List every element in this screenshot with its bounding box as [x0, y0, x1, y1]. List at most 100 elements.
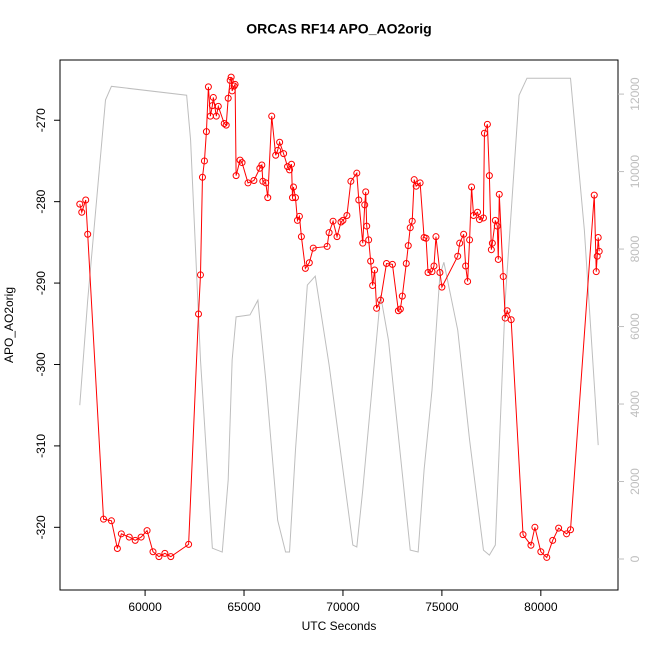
data-point [369, 282, 377, 290]
data-point [212, 112, 220, 120]
data-point [84, 230, 92, 238]
data-point [262, 179, 270, 187]
data-point [410, 176, 418, 184]
data-point [488, 239, 496, 247]
data-point [436, 268, 444, 276]
data-point [499, 273, 507, 281]
data-point [301, 264, 309, 272]
data-point [280, 150, 288, 158]
y-tick-label: -320 [34, 515, 48, 539]
data-point [595, 247, 603, 255]
data-point [563, 530, 571, 538]
data-point [264, 194, 272, 202]
data-point [494, 255, 502, 263]
data-point [460, 230, 468, 238]
data-point [474, 208, 482, 216]
y2-tick-label: 6000 [628, 313, 642, 340]
x-tick-label: 65000 [227, 600, 261, 614]
data-point [224, 94, 232, 102]
y2-tick-label: 8000 [628, 235, 642, 262]
x-axis-label: UTC Seconds [302, 619, 377, 633]
data-point [549, 536, 557, 544]
data-point [232, 172, 240, 180]
plot-frame [59, 59, 619, 591]
data-point [167, 553, 175, 561]
data-point [117, 530, 125, 538]
data-point [107, 517, 115, 525]
data-point [365, 236, 373, 244]
data-point [198, 173, 206, 181]
data-point [402, 260, 410, 268]
data-point [398, 292, 406, 300]
data-point [143, 527, 151, 535]
data-point [291, 194, 299, 202]
series-line [79, 77, 599, 556]
data-point [537, 548, 545, 556]
data-point [363, 222, 371, 230]
data-point [353, 169, 361, 177]
data-point [137, 533, 145, 541]
data-point [226, 76, 234, 84]
data-point [230, 82, 238, 90]
data-point [480, 129, 488, 137]
y-tick-label: -270 [34, 108, 48, 132]
data-point [430, 262, 438, 270]
data-point [268, 112, 276, 120]
y2-tick-label: 4000 [628, 390, 642, 417]
data-point [100, 515, 108, 523]
data-point [408, 217, 416, 225]
data-point [289, 194, 296, 202]
data-point [195, 310, 203, 318]
x-tick-label: 70000 [326, 600, 360, 614]
data-point [404, 242, 412, 250]
data-point [329, 217, 337, 225]
data-point [479, 214, 487, 222]
data-point [125, 533, 133, 541]
data-point [309, 244, 317, 252]
data-point [424, 268, 432, 276]
data-point [339, 216, 347, 224]
y2-tick-label: 2000 [628, 468, 642, 495]
data-point [371, 266, 379, 274]
y2-tick-label: 12000 [628, 77, 642, 111]
data-point [388, 260, 396, 268]
data-point [456, 239, 464, 247]
data-point [519, 531, 527, 539]
data-point [209, 93, 217, 101]
data-point [468, 183, 476, 191]
data-point [214, 102, 222, 110]
x-tick-label: 60000 [128, 600, 162, 614]
data-point [274, 146, 282, 154]
data-point [422, 234, 430, 242]
data-point [289, 183, 297, 191]
data-point [76, 200, 84, 208]
data-point [475, 216, 483, 224]
data-point [295, 212, 303, 220]
data-point [416, 179, 424, 187]
data-point [227, 73, 235, 81]
data-point [590, 191, 598, 199]
x-tick-label: 80000 [524, 600, 558, 614]
data-point [543, 553, 551, 561]
data-point [396, 305, 404, 313]
y-tick-label: -310 [34, 434, 48, 458]
data-point [323, 242, 331, 250]
data-point [454, 252, 462, 260]
data-point [531, 523, 539, 531]
data-point [161, 549, 169, 557]
data-point [343, 211, 351, 219]
data-point [503, 307, 511, 315]
data-point [293, 216, 301, 224]
y-tick-label: -290 [34, 271, 48, 295]
data-point [220, 120, 228, 128]
data-point [373, 304, 381, 312]
data-point [258, 161, 266, 169]
data-point [483, 120, 491, 128]
data-point [78, 208, 86, 216]
data-point [355, 196, 363, 204]
data-point [244, 179, 252, 187]
data-point [527, 541, 535, 549]
data-point [305, 259, 313, 267]
